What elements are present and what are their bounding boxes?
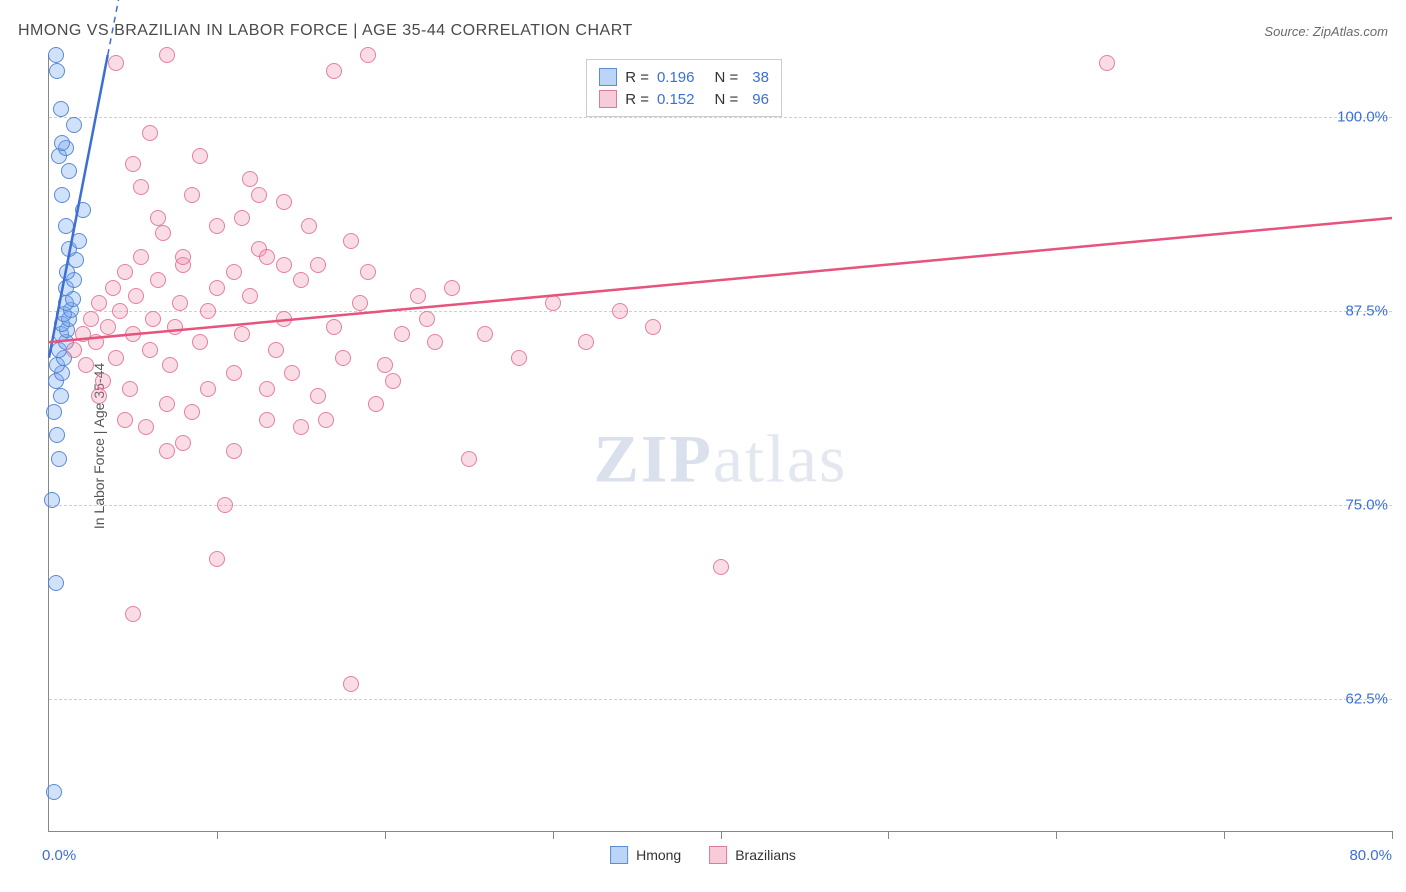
legend-label: Brazilians: [735, 847, 796, 863]
x-tick: [1056, 831, 1057, 839]
legend-item-brazilians: Brazilians: [709, 846, 796, 864]
n-value: 38: [752, 69, 769, 86]
x-tick: [1224, 831, 1225, 839]
r-value: 0.196: [657, 69, 695, 86]
source-attribution: Source: ZipAtlas.com: [1264, 24, 1388, 39]
x-tick: [553, 831, 554, 839]
swatch-pink-icon: [709, 846, 727, 864]
legend-item-hmong: Hmong: [610, 846, 681, 864]
swatch-blue-icon: [610, 846, 628, 864]
legend-label: Hmong: [636, 847, 681, 863]
r-value: 0.152: [657, 91, 695, 108]
n-label: N =: [715, 69, 739, 86]
r-label: R =: [625, 91, 649, 108]
trend-line: [49, 218, 1392, 342]
trend-line: [49, 55, 108, 358]
x-axis-max-label: 80.0%: [1349, 847, 1392, 864]
n-label: N =: [715, 91, 739, 108]
stats-row-hmong: R = 0.196 N = 38: [599, 66, 769, 88]
swatch-pink-icon: [599, 90, 617, 108]
source-label: Source:: [1264, 24, 1309, 39]
x-tick: [385, 831, 386, 839]
x-tick: [1392, 831, 1393, 839]
n-value: 96: [752, 91, 769, 108]
x-tick: [888, 831, 889, 839]
stats-row-brazilians: R = 0.152 N = 96: [599, 88, 769, 110]
x-tick: [217, 831, 218, 839]
x-axis-min-label: 0.0%: [42, 847, 76, 864]
plot-area: ZIPatlas R = 0.196 N = 38 R = 0.152 N = …: [48, 55, 1392, 832]
r-label: R =: [625, 69, 649, 86]
trend-lines: [49, 55, 1392, 831]
source-value: ZipAtlas.com: [1313, 24, 1388, 39]
chart-header: HMONG VS BRAZILIAN IN LABOR FORCE | AGE …: [0, 0, 1406, 48]
legend-bottom: Hmong Brazilians: [610, 846, 796, 864]
stats-legend-box: R = 0.196 N = 38 R = 0.152 N = 96: [586, 59, 782, 117]
chart-container: HMONG VS BRAZILIAN IN LABOR FORCE | AGE …: [0, 0, 1406, 892]
x-tick: [721, 831, 722, 839]
swatch-blue-icon: [599, 68, 617, 86]
chart-title: HMONG VS BRAZILIAN IN LABOR FORCE | AGE …: [18, 22, 633, 40]
